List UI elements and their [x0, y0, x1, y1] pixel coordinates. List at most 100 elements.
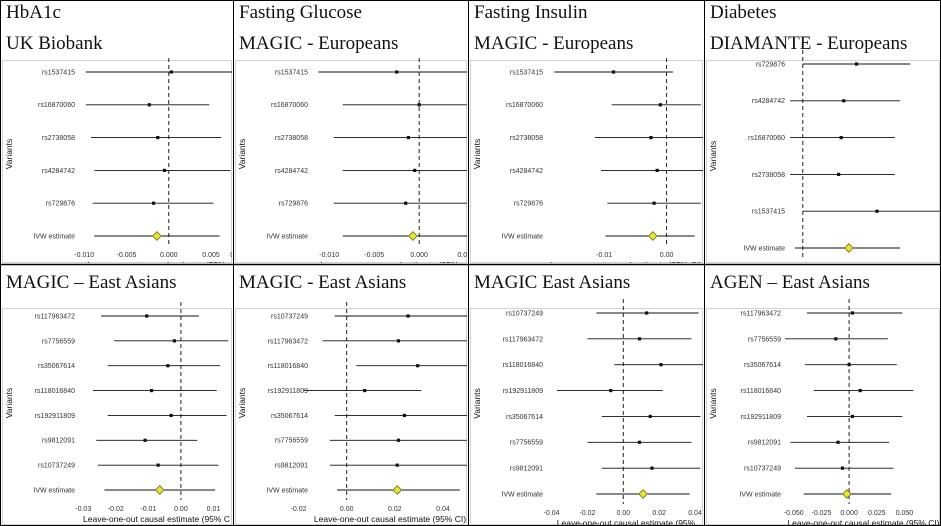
point-estimate [649, 136, 653, 140]
point-estimate [648, 414, 652, 419]
point-estimate [637, 440, 642, 444]
variant-label: rs10737249 [38, 463, 75, 470]
x-tick-label: 0.02 [388, 506, 402, 513]
point-estimate [395, 463, 399, 467]
point-estimate [396, 339, 401, 343]
x-tick-label: 0.000 [840, 510, 858, 517]
variant-label: IVW estimate [739, 491, 781, 498]
point-estimate [842, 99, 846, 103]
point-estimate [417, 103, 421, 107]
variant-label: rs118016840 [503, 362, 543, 369]
panel-title: AGEN – East Asians [710, 272, 870, 293]
variant-label: rs729876 [279, 201, 308, 208]
x-tick-label: -0.010 [74, 252, 94, 259]
panel-subtitle: UK Biobank [6, 33, 103, 54]
x-tick-label: -0.025 [811, 510, 831, 517]
point-estimate [150, 388, 154, 393]
x-tick-label: -0.04 [544, 510, 560, 517]
y-axis-title: Variants [472, 139, 482, 170]
x-tick-label: -0.005 [364, 252, 384, 259]
x-tick-label: 0.025 [868, 510, 886, 517]
variant-label: rs35067614 [271, 413, 308, 420]
x-tick-label: -0.01 [596, 252, 612, 259]
forest-panel: MAGIC - East Asians rs10737249 rs117963472… [235, 272, 467, 525]
ivw-estimate-marker [843, 243, 854, 253]
forest-panel: MAGIC – East Asians rs117963472 rs7756559 r… [2, 272, 232, 525]
variant-label: rs7756559 [42, 338, 75, 345]
point-estimate [611, 70, 616, 74]
point-estimate [839, 136, 843, 140]
variant-label: IVW estimate [33, 487, 75, 494]
variant-label: IVW estimate [33, 233, 75, 240]
point-estimate [143, 438, 147, 442]
variant-label: rs9812091 [42, 438, 75, 445]
variant-label: rs7756559 [510, 440, 543, 447]
point-estimate [156, 463, 160, 467]
point-estimate [406, 314, 410, 318]
point-estimate [396, 438, 401, 442]
variant-label: rs117963472 [741, 310, 781, 317]
x-tick-label: -0.010 [319, 252, 339, 259]
x-tick-label: -0.02 [108, 506, 124, 513]
y-axis-title: Variants [4, 139, 14, 170]
variant-label: rs2738058 [275, 135, 308, 142]
point-estimate [416, 364, 420, 368]
variant-label: rs1537415 [42, 69, 75, 76]
variant-label: rs16870060 [506, 102, 543, 109]
point-estimate [151, 201, 156, 205]
variant-label: rs2738058 [42, 135, 75, 142]
variant-label: rs117963472 [503, 336, 543, 343]
variant-label: rs117963472 [268, 338, 308, 345]
x-axis-title: Leave-one-out causal estimate (95% CI) [314, 514, 466, 524]
plot-frame [235, 60, 467, 263]
variant-label: rs35067614 [506, 414, 543, 421]
panel-title: Diabetes [710, 2, 776, 23]
variant-label: IVW estimate [501, 233, 543, 240]
variant-label: rs118016840 [35, 388, 75, 395]
point-estimate [402, 413, 407, 418]
plot-frame [2, 60, 232, 263]
plot-frame [2, 308, 232, 525]
variant-label: rs118016840 [741, 388, 781, 395]
variant-label: rs192911809 [268, 388, 308, 395]
x-tick-label: -0.01 [140, 506, 156, 513]
x-tick-label: 0.050 [896, 510, 914, 517]
forest-panel: MAGIC East Asians rs10737249 rs117963472 rs… [470, 272, 703, 525]
y-axis-title: Variants [708, 388, 718, 419]
variant-label: rs16870060 [38, 102, 75, 109]
point-estimate [658, 103, 662, 107]
variant-label: rs4284742 [275, 168, 308, 175]
point-estimate [169, 70, 173, 74]
variant-label: rs10737249 [271, 313, 308, 320]
x-tick-label: -0.03 [75, 506, 91, 513]
variant-label: IVW estimate [266, 233, 308, 240]
plot-frame [706, 308, 940, 525]
panel-subtitle: DIAMANTE - Europeans [710, 33, 907, 54]
variant-label: rs729876 [756, 61, 785, 68]
point-estimate [650, 466, 654, 470]
variant-label: rs117963472 [35, 313, 75, 320]
x-tick-label: -0.02 [579, 510, 595, 517]
variant-label: IVW estimate [743, 245, 785, 252]
variant-label: rs729876 [46, 201, 75, 208]
panel-title: HbA1c [6, 2, 61, 23]
x-tick-label: 0 [230, 252, 234, 259]
forest-panel: Diabetes DIAMANTE - Europeans rs729876 rs42… [706, 2, 940, 263]
variant-label: IVW estimate [266, 487, 308, 494]
ivw-estimate-marker [152, 231, 162, 241]
x-axis-title: Leave-one-out causal estimate (95% CI) [550, 260, 702, 270]
variant-label: rs118016840 [268, 363, 308, 370]
x-tick-label: -0.02 [291, 506, 307, 513]
variant-label: rs4284742 [752, 98, 785, 105]
variant-label: rs9812091 [748, 440, 781, 447]
variant-label: rs35067614 [744, 362, 781, 369]
x-tick-label: 0.04 [688, 510, 702, 517]
panel-title: Fasting Insulin [474, 2, 588, 23]
variant-label: rs1537415 [275, 69, 308, 76]
variant-label: rs192911809 [35, 413, 75, 420]
point-estimate [850, 311, 855, 315]
variant-label: rs4284742 [42, 168, 75, 175]
panel-title: MAGIC - East Asians [239, 272, 406, 293]
variant-label: rs192911809 [503, 388, 543, 395]
